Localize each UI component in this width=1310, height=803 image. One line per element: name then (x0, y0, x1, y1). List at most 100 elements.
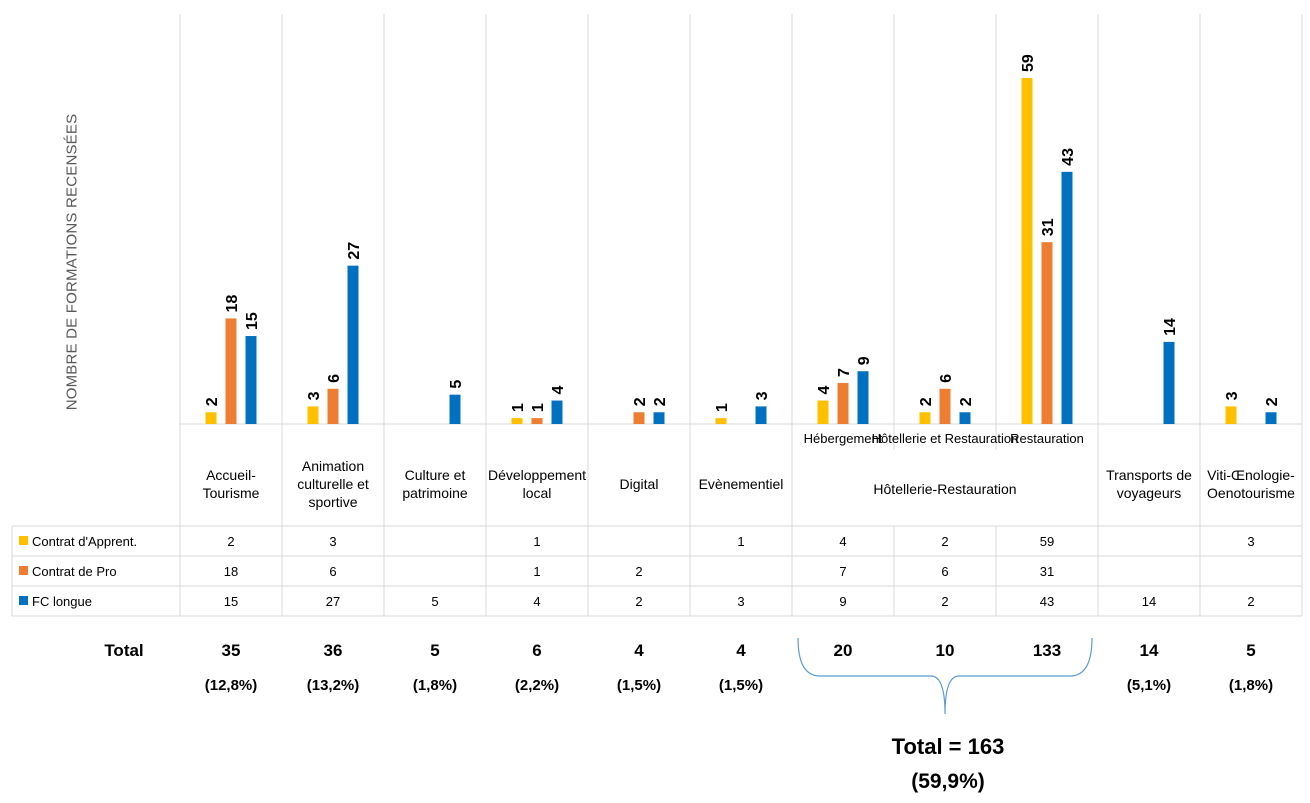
data-label: 7 (836, 368, 853, 377)
bar (245, 336, 257, 424)
total-value: 5 (430, 641, 439, 660)
table-cell: 14 (1142, 594, 1156, 609)
bar (715, 418, 727, 424)
table-cell: 3 (1247, 534, 1254, 549)
data-label: 6 (938, 374, 955, 383)
category-label: patrimoine (402, 485, 468, 501)
legend-label: Contrat de Pro (32, 564, 117, 579)
bar (327, 388, 339, 424)
subcategory-label: Hôtellerie et Restauration (872, 431, 1019, 446)
table-cell: 4 (839, 534, 846, 549)
category-label: culturelle et (297, 476, 369, 492)
data-label: 43 (1060, 148, 1077, 166)
table-cell: 2 (635, 594, 642, 609)
group-brace (797, 637, 1093, 715)
table-cell: 2 (1247, 594, 1254, 609)
data-label: 15 (244, 312, 261, 330)
group-total-label: Total = 163 (891, 734, 1005, 759)
table-cell: 3 (329, 534, 336, 549)
total-value: 14 (1140, 641, 1159, 660)
category-label: Tourisme (203, 485, 260, 501)
bar (1061, 171, 1073, 424)
total-value: 35 (222, 641, 241, 660)
legend-swatch (19, 596, 28, 605)
total-value: 36 (324, 641, 343, 660)
data-label: 3 (1224, 391, 1241, 400)
bar (205, 412, 217, 424)
legend-swatch (19, 566, 28, 575)
bar (225, 318, 237, 424)
bar (307, 406, 319, 424)
table-cell: 43 (1040, 594, 1054, 609)
table-cell: 2 (227, 534, 234, 549)
bar (1265, 412, 1277, 424)
data-label: 2 (204, 397, 221, 406)
total-percent: (2,2%) (515, 677, 559, 694)
category-label: Animation (302, 458, 364, 474)
data-label: 1 (510, 403, 527, 412)
total-percent: (1,8%) (413, 677, 457, 694)
data-label: 6 (326, 374, 343, 383)
total-value: 6 (532, 641, 541, 660)
total-percent: (1,8%) (1229, 677, 1273, 694)
category-label: Evènementiel (699, 476, 784, 492)
totals-label: Total (104, 641, 143, 660)
data-label: 1 (530, 403, 547, 412)
subcategory-label: Hébergement (804, 431, 883, 446)
category-label: Culture et (405, 467, 466, 483)
bar (633, 412, 645, 424)
data-label: 9 (856, 356, 873, 365)
bar (531, 418, 543, 424)
table-cell: 1 (737, 534, 744, 549)
table-cell: 59 (1040, 534, 1054, 549)
total-percent: (1,5%) (617, 677, 661, 694)
data-label: 27 (346, 242, 363, 260)
table-cell: 1 (533, 534, 540, 549)
bar (919, 412, 931, 424)
bar (939, 388, 951, 424)
data-label: 2 (958, 397, 975, 406)
category-label: sportive (308, 494, 357, 510)
bar (1041, 242, 1053, 424)
category-group-label: Hôtellerie-Restauration (873, 481, 1016, 497)
data-label: 3 (306, 391, 323, 400)
table-cell: 6 (941, 564, 948, 579)
category-label: voyageurs (1117, 485, 1182, 501)
bar-chart: 231 142593186127631152754239243142Héberge… (11, 14, 1303, 715)
data-label: 4 (550, 386, 567, 395)
bar (817, 400, 829, 424)
table-cell: 18 (224, 564, 238, 579)
data-label: 5 (448, 380, 465, 389)
group-total-percent: (59,9%) (911, 770, 985, 793)
legend-swatch (19, 536, 28, 545)
category-label: Digital (620, 476, 659, 492)
category-label: Viti-Œnologie- (1207, 467, 1295, 483)
table-cell: 1 (533, 564, 540, 579)
table-cell: 31 (1040, 564, 1054, 579)
bar (347, 265, 359, 424)
bar (837, 382, 849, 424)
data-label: 18 (224, 295, 241, 313)
table-cell: 27 (326, 594, 340, 609)
data-label: 3 (754, 391, 771, 400)
bar (1225, 406, 1237, 424)
table-cell: 3 (737, 594, 744, 609)
data-label: 59 (1020, 54, 1037, 72)
data-label: 4 (816, 386, 833, 395)
legend-label: Contrat d'Apprent. (32, 534, 137, 549)
total-value: 4 (736, 641, 746, 660)
bar (755, 406, 767, 424)
data-label: 1 (714, 403, 731, 412)
total-value: 5 (1246, 641, 1255, 660)
table-cell: 6 (329, 564, 336, 579)
total-value: 10 (936, 641, 955, 660)
data-label: 2 (652, 397, 669, 406)
category-label: local (523, 485, 552, 501)
table-cell: 4 (533, 594, 540, 609)
total-percent: (1,5%) (719, 677, 763, 694)
category-label: Transports de (1106, 467, 1192, 483)
total-value: 20 (834, 641, 853, 660)
table-cell: 9 (839, 594, 846, 609)
table-cell: 5 (431, 594, 438, 609)
total-percent: (12,8%) (205, 677, 258, 694)
